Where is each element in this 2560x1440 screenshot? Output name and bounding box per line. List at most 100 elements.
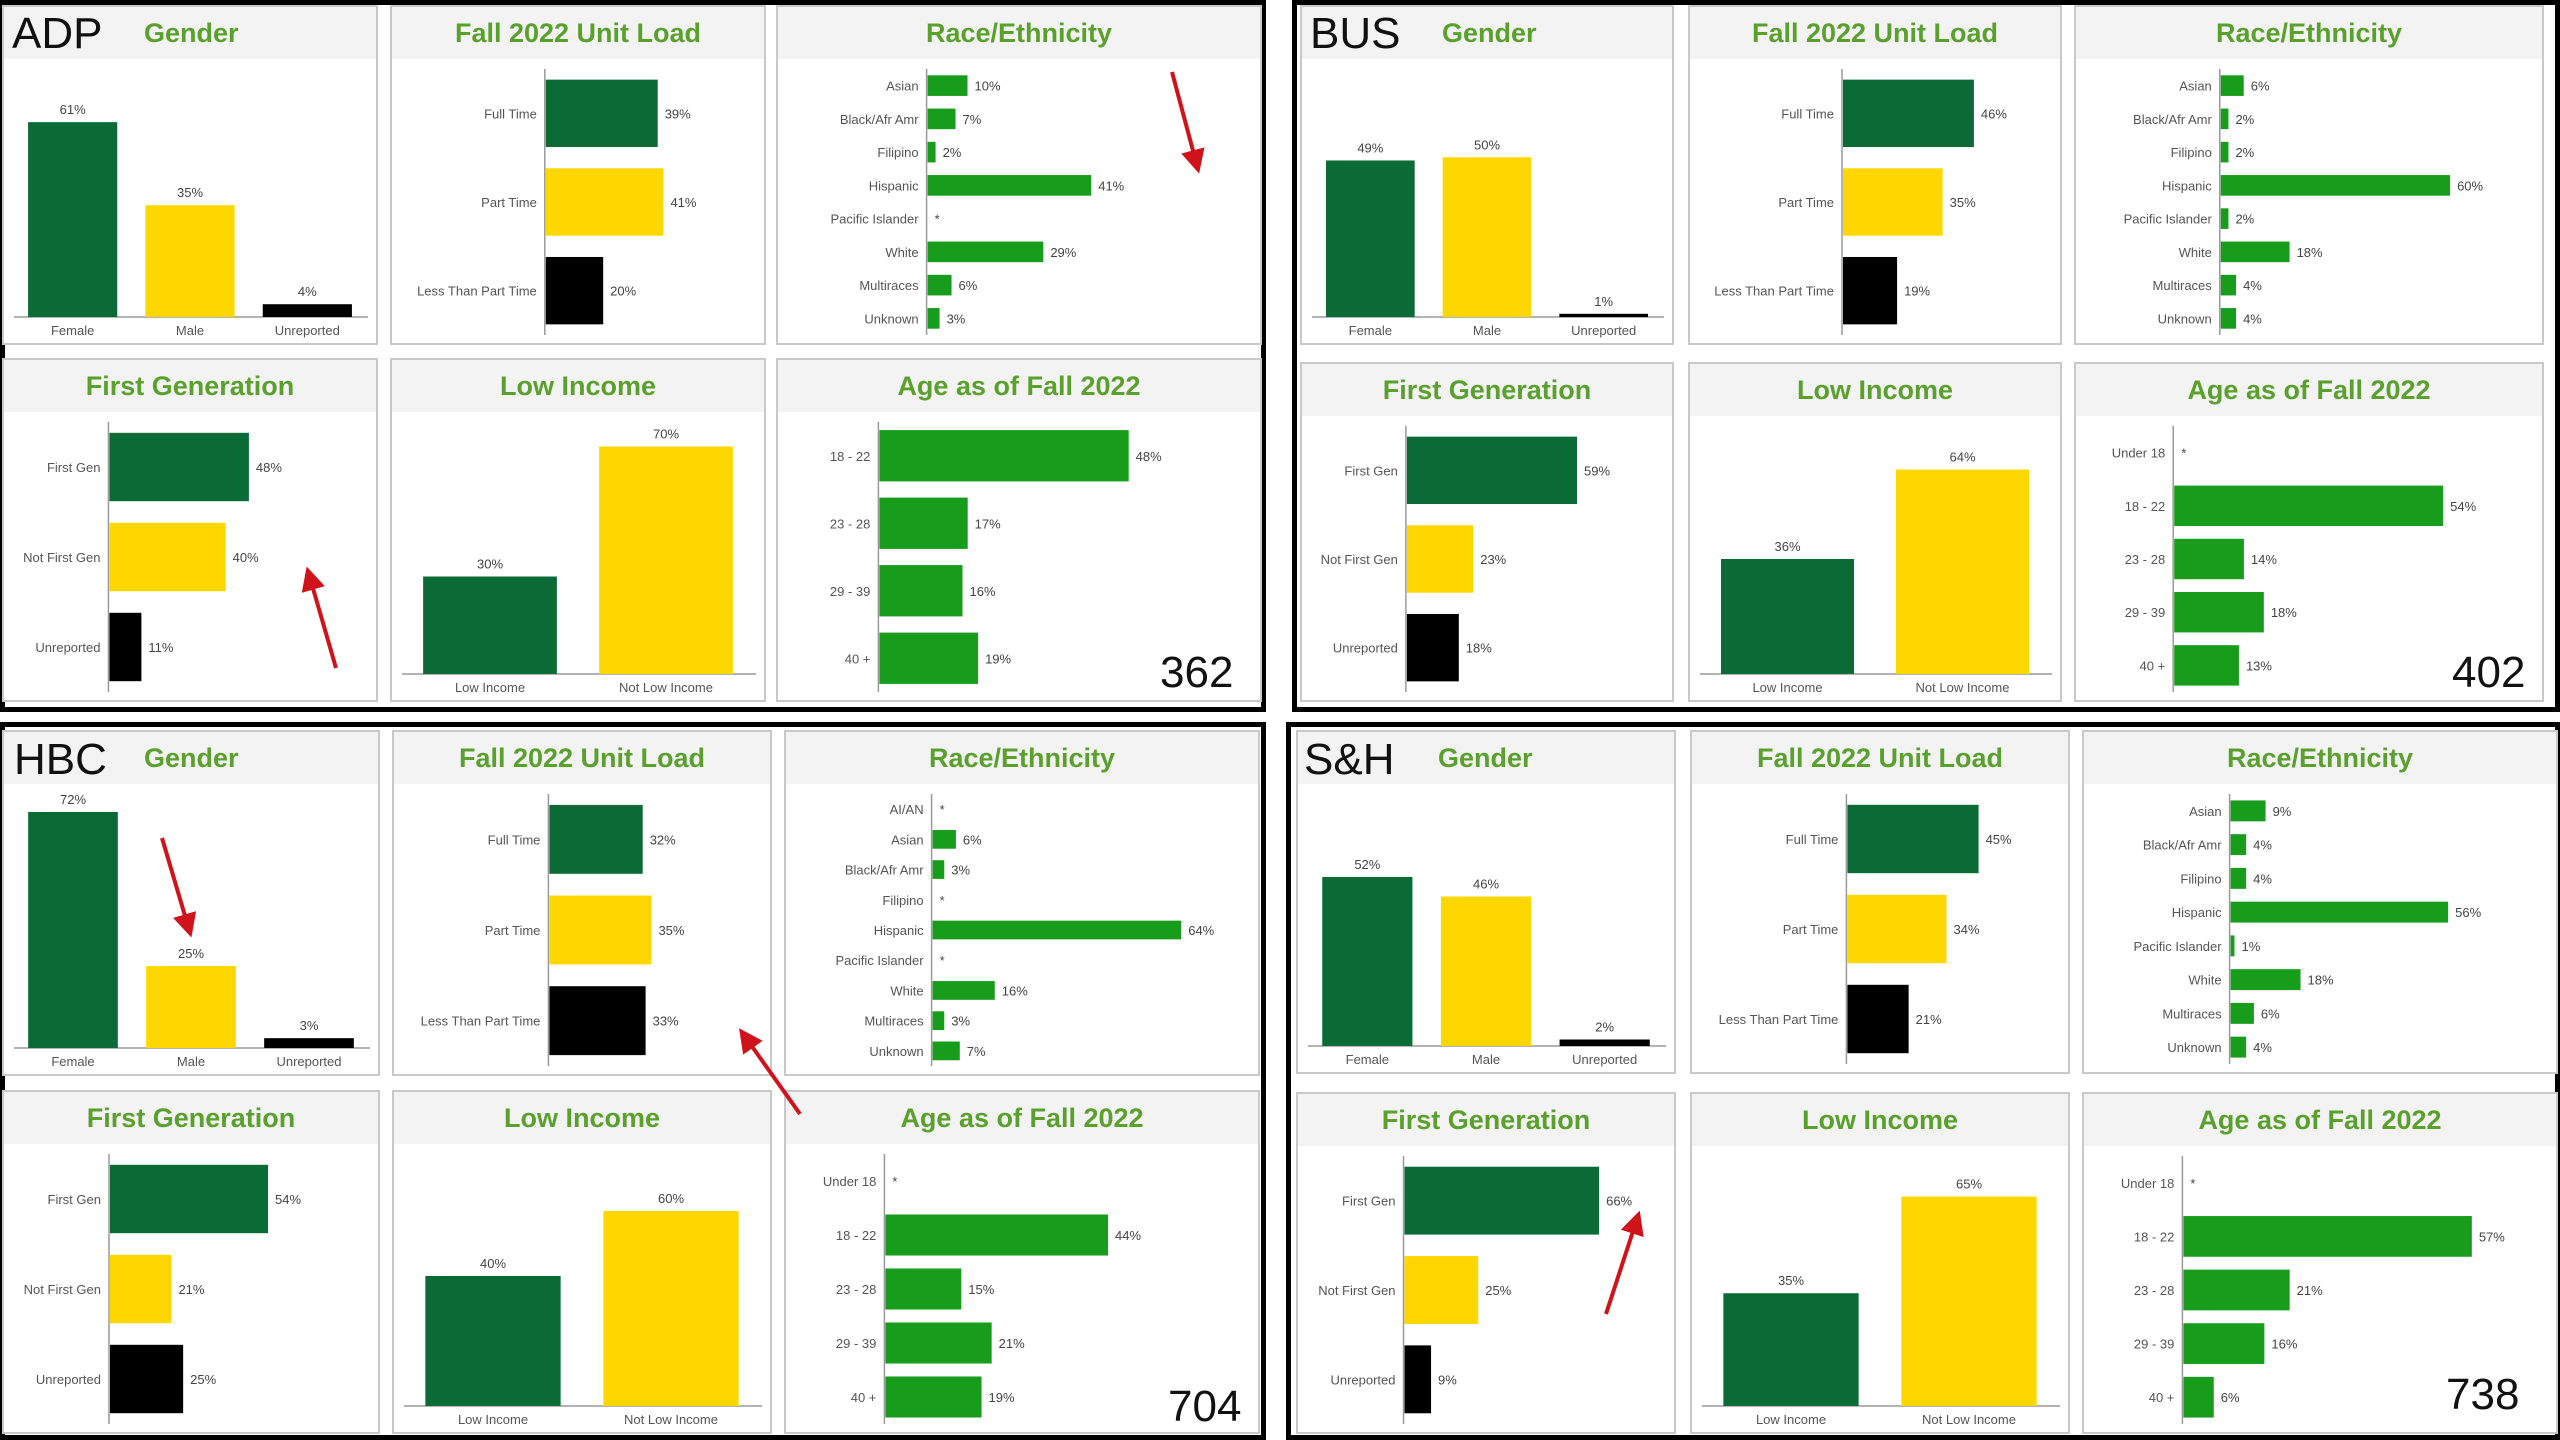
category-label: Female [51,1054,94,1069]
bar-value-label: 14% [2251,552,2277,567]
chart-first-gen: First Gen 66% Not First Gen 25% Unreported 9% [1318,1156,1633,1424]
bar-value-label: 3% [300,1018,319,1033]
bar-black-afr-amr [932,860,945,879]
bar-value-label: 48% [1136,449,1162,464]
bar-value-label: 7% [963,112,982,127]
bar-white [2230,969,2301,991]
bar-value-label: 45% [1986,832,2012,847]
category-label: Unknown [869,1044,923,1059]
category-label: Hispanic [2172,905,2222,920]
bar-value-label: 3% [947,311,966,326]
bar-low-income [1721,559,1854,674]
category-label: Unknown [864,311,918,326]
tile-title: First Generation [86,1103,296,1133]
bar-value-label: 16% [2271,1337,2297,1352]
tile-title: Race/Ethnicity [925,18,1113,48]
bar-male [146,966,236,1048]
bar-29-39 [2183,1323,2265,1364]
tile-first-gen: First Generation First Gen 66% Not First Ge… [1296,1092,1676,1434]
tile-race: Race/Ethnicity Asian 6% Black/Afr Amr 2% Fili… [2074,5,2544,345]
bar-multiraces [932,1011,945,1031]
bar-value-label: 44% [1115,1228,1141,1243]
tile-header [1692,732,2068,784]
category-label: Multiraces [2162,1006,2222,1021]
bar-value-label: 64% [1188,923,1214,938]
category-label: Unknown [2158,311,2212,326]
category-label: 23 - 28 [836,1282,876,1297]
bar-unknown [2220,308,2237,329]
bar-value-label: 35% [1778,1273,1804,1288]
category-label: Less Than Part Time [417,284,537,299]
tile-header [786,1092,1258,1144]
bar-full-time [545,79,658,148]
bar-value-label: 20% [610,284,636,299]
tile-header [4,7,376,59]
bar-less-than-part-time [549,986,646,1056]
bar-hispanic [2220,175,2451,196]
category-label: Not Low Income [619,680,713,695]
category-label: Asian [891,832,924,847]
bar-hispanic [932,920,1182,940]
category-label: Pacific Islander [830,212,919,227]
bar-value-label: 21% [999,1336,1025,1351]
tile-title: Fall 2022 Unit Load [454,18,702,48]
category-label: Unreported [35,640,100,655]
bar-not-low-income [1896,469,2029,674]
bar-male [145,205,235,317]
bar-value-label: 25% [1485,1283,1511,1298]
bar-not-first-gen [1404,1256,1479,1324]
category-label: Unreported [276,1054,341,1069]
category-label: Male [177,1054,205,1069]
tile-title: Gender [1442,18,1537,48]
category-label: Asian [886,79,919,94]
category-label: 23 - 28 [2125,552,2165,567]
tile-title: First Generation [1382,375,1592,405]
chart-first-gen: First Gen 48% Not First Gen 40% Unreported 11… [23,422,282,692]
bar-part-time [1847,894,1947,964]
category-label: Unreported [1330,1372,1395,1387]
tile-header [392,7,764,59]
chart-gender: 61% Female 35% Male 4% Unreported [14,102,368,338]
bar-value-label: * [892,1174,897,1189]
chart-race: Asian 6% Black/Afr Amr 2% Filipino 2% Hispanic… [2124,69,2484,335]
bar-23-28 [2174,538,2244,580]
bar-value-label: 25% [178,946,204,961]
bar-value-label: * [940,953,945,968]
category-label: Asian [2179,79,2212,94]
category-label: Under 18 [2121,1176,2174,1191]
tile-title: Age as of Fall 2022 [900,1103,1144,1133]
tile-first-gen: First Generation First Gen 59% Not First Ge… [1300,362,1674,702]
category-label: Under 18 [823,1174,876,1189]
category-label: Low Income [1752,680,1822,695]
tile-title: Gender [1438,743,1533,773]
tile-age: Age as of Fall 2022 Under 18 * 18 - 22 54% 23… [2074,362,2544,702]
bar-value-label: 9% [2273,804,2292,819]
category-label: Hispanic [2162,178,2212,193]
bar-multiraces [2220,274,2237,296]
category-label: Pacific Islander [835,953,924,968]
bar-value-label: 39% [665,106,691,121]
tile-unit-load: Fall 2022 Unit Load Full Time 32% Part Time… [392,730,772,1076]
bar-40- [2183,1376,2214,1418]
tile-title: Low Income [503,1103,660,1133]
bar-value-label: 19% [985,651,1011,666]
bar-18-22 [879,430,1129,482]
bar-female [28,122,118,317]
tile-race: Race/Ethnicity AI/AN * Asian 6% Black/Afr Amr… [784,730,1260,1076]
bar-value-label: 41% [670,195,696,210]
category-label: First Gen [1342,1194,1395,1209]
category-label: Unreported [1572,1052,1637,1067]
tile-header [2084,1094,2556,1146]
quadrant-code-adp: ADP [12,9,103,58]
bar-black-afr-amr [2220,108,2229,130]
tile-title: First Generation [85,371,295,401]
bar-29-39 [879,565,963,617]
tile-title: Race/Ethnicity [2226,743,2414,773]
bar-not-low-income [1901,1196,2037,1406]
tile-title: Age as of Fall 2022 [2187,375,2431,405]
bar-value-label: 61% [60,102,86,117]
bar-value-label: 6% [963,832,982,847]
tile-first-gen: First Generation First Gen 54% Not First Ge… [2,1090,380,1434]
category-label: Low Income [458,1412,528,1427]
bar-value-label: 1% [1594,294,1613,309]
